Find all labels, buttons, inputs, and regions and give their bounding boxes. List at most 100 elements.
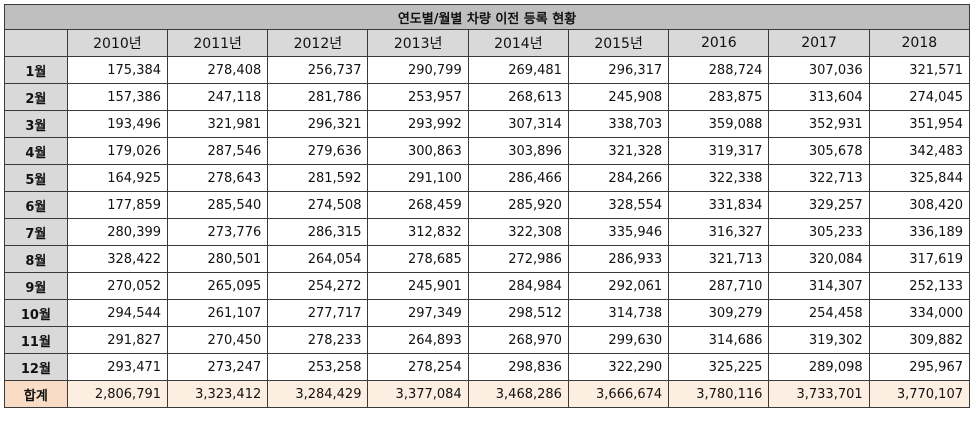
value-cell: 322,290 — [567, 353, 670, 381]
value-cell: 294,544 — [66, 299, 169, 327]
value-cell: 359,088 — [668, 110, 770, 138]
month-label: 6월 — [4, 191, 68, 219]
value-cell: 297,349 — [367, 299, 469, 327]
value-cell: 338,703 — [567, 110, 670, 138]
value-cell: 307,036 — [768, 56, 870, 84]
value-cell: 277,717 — [267, 299, 369, 327]
month-row: 9월 270,052 265,095 254,272 245,901 284,984 292… — [4, 272, 970, 300]
value-cell: 253,957 — [367, 83, 469, 111]
value-cell: 298,836 — [467, 353, 569, 381]
value-cell: 245,901 — [367, 272, 469, 300]
month-row: 12월 293,471 273,247 253,258 278,254 298,836 32… — [4, 353, 970, 381]
value-cell: 319,302 — [768, 326, 870, 354]
value-cell: 278,408 — [167, 56, 269, 84]
total-cell: 3,323,412 — [167, 380, 269, 408]
total-label: 합계 — [4, 380, 68, 408]
value-cell: 331,834 — [668, 191, 770, 219]
value-cell: 321,981 — [167, 110, 269, 138]
month-label: 5월 — [4, 164, 68, 192]
month-label: 7월 — [4, 218, 68, 246]
value-cell: 291,100 — [367, 164, 469, 192]
total-cell: 2,806,791 — [66, 380, 169, 408]
value-cell: 272,986 — [467, 245, 569, 273]
value-cell: 245,908 — [567, 83, 670, 111]
value-cell: 352,931 — [768, 110, 870, 138]
value-cell: 299,630 — [567, 326, 670, 354]
month-label: 9월 — [4, 272, 68, 300]
value-cell: 293,471 — [66, 353, 169, 381]
value-cell: 274,045 — [868, 83, 970, 111]
value-cell: 286,315 — [267, 218, 369, 246]
value-cell: 290,799 — [367, 56, 469, 84]
total-cell: 3,284,429 — [267, 380, 369, 408]
total-row: 합계 2,806,791 3,323,412 3,284,429 3,377,084 3,… — [4, 380, 970, 408]
value-cell: 270,450 — [167, 326, 269, 354]
total-cell: 3,780,116 — [668, 380, 770, 408]
value-cell: 320,084 — [768, 245, 870, 273]
value-cell: 286,466 — [467, 164, 569, 192]
value-cell: 287,546 — [167, 137, 269, 165]
total-cell: 3,770,107 — [868, 380, 970, 408]
value-cell: 164,925 — [66, 164, 169, 192]
month-row: 2월 157,386 247,118 281,786 253,957 268,613 245… — [4, 83, 970, 111]
year-header: 2011년 — [167, 29, 269, 57]
value-cell: 328,422 — [66, 245, 169, 273]
value-cell: 296,317 — [567, 56, 670, 84]
value-cell: 292,061 — [567, 272, 670, 300]
value-cell: 278,643 — [167, 164, 269, 192]
header-row: 2010년 2011년 2012년 2013년 2014년 2015년 2016… — [4, 29, 970, 57]
value-cell: 325,844 — [868, 164, 970, 192]
year-header: 2015년 — [567, 29, 670, 57]
value-cell: 307,314 — [467, 110, 569, 138]
value-cell: 322,308 — [467, 218, 569, 246]
value-cell: 308,420 — [868, 191, 970, 219]
value-cell: 287,710 — [668, 272, 770, 300]
value-cell: 280,399 — [66, 218, 169, 246]
value-cell: 317,619 — [868, 245, 970, 273]
value-cell: 269,481 — [467, 56, 569, 84]
value-cell: 309,279 — [668, 299, 770, 327]
value-cell: 285,920 — [467, 191, 569, 219]
value-cell: 288,724 — [668, 56, 770, 84]
value-cell: 268,613 — [467, 83, 569, 111]
value-cell: 268,459 — [367, 191, 469, 219]
value-cell: 322,338 — [668, 164, 770, 192]
value-cell: 279,636 — [267, 137, 369, 165]
value-cell: 193,496 — [66, 110, 169, 138]
value-cell: 247,118 — [167, 83, 269, 111]
value-cell: 342,483 — [868, 137, 970, 165]
value-cell: 329,257 — [768, 191, 870, 219]
value-cell: 253,258 — [267, 353, 369, 381]
table-title: 연도별/월별 차량 이전 등록 현황 — [4, 4, 970, 30]
total-cell: 3,666,674 — [567, 380, 670, 408]
value-cell: 289,098 — [768, 353, 870, 381]
value-cell: 256,737 — [267, 56, 369, 84]
value-cell: 300,863 — [367, 137, 469, 165]
value-cell: 175,384 — [66, 56, 169, 84]
year-header: 2010년 — [66, 29, 169, 57]
value-cell: 261,107 — [167, 299, 269, 327]
month-row: 5월 164,925 278,643 281,592 291,100 286,466 284… — [4, 164, 970, 192]
value-cell: 278,685 — [367, 245, 469, 273]
value-cell: 254,458 — [768, 299, 870, 327]
value-cell: 303,896 — [467, 137, 569, 165]
month-row: 11월 291,827 270,450 278,233 264,893 268,970 29… — [4, 326, 970, 354]
month-row: 8월 328,422 280,501 264,054 278,685 272,986 286… — [4, 245, 970, 273]
value-cell: 284,266 — [567, 164, 670, 192]
month-row: 6월 177,859 285,540 274,508 268,459 285,920 328… — [4, 191, 970, 219]
value-cell: 336,189 — [868, 218, 970, 246]
month-label: 10월 — [4, 299, 68, 327]
month-label: 11월 — [4, 326, 68, 354]
value-cell: 254,272 — [267, 272, 369, 300]
year-header: 2014년 — [467, 29, 569, 57]
value-cell: 312,832 — [367, 218, 469, 246]
value-cell: 325,225 — [668, 353, 770, 381]
year-header: 2018 — [868, 29, 970, 57]
value-cell: 281,592 — [267, 164, 369, 192]
total-cell: 3,733,701 — [768, 380, 870, 408]
value-cell: 309,882 — [868, 326, 970, 354]
month-label: 1월 — [4, 56, 68, 84]
value-cell: 273,776 — [167, 218, 269, 246]
value-cell: 314,738 — [567, 299, 670, 327]
year-header: 2016 — [668, 29, 770, 57]
